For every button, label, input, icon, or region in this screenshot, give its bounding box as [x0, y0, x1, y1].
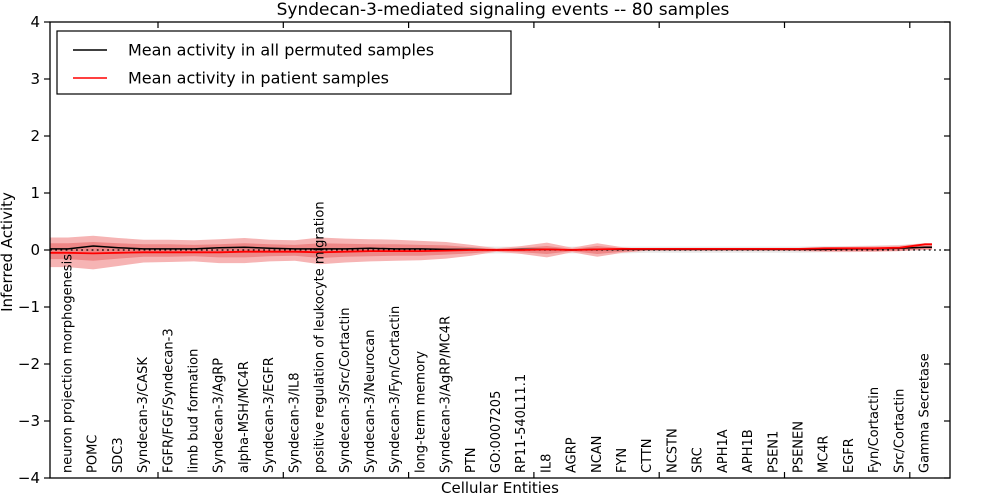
x-tick-label: limb bud formation: [187, 349, 202, 473]
patient-band-inner: [50, 242, 932, 261]
x-tick-label: Syndecan-3/Src/Cortactin: [338, 307, 353, 473]
y-tick-label: 3: [30, 70, 40, 88]
y-tick-label: −3: [18, 412, 40, 430]
legend-label-patient: Mean activity in patient samples: [128, 69, 389, 88]
patient-band-outer: [50, 235, 932, 270]
patient-mean-line: [50, 243, 932, 255]
x-tick-label: Src/Cortactin: [892, 389, 907, 473]
x-tick-label: APH1B: [741, 429, 756, 473]
x-tick-label: Fyn/Cortactin: [867, 387, 882, 473]
x-tick-label: Gamma Secretase: [918, 353, 933, 473]
x-tick-label: AGRP: [565, 437, 580, 473]
y-tick-label: 2: [30, 127, 40, 145]
x-tick-label: Syndecan-3/CASK: [136, 357, 151, 473]
x-tick-label: POMC: [86, 435, 101, 473]
x-tick-label: IL8: [539, 454, 554, 473]
y-tick-label: −2: [18, 355, 40, 373]
legend: Mean activity in all permuted samples Me…: [56, 30, 512, 95]
legend-label-permuted: Mean activity in all permuted samples: [128, 41, 434, 60]
x-tick-label: PSEN1: [766, 431, 781, 473]
y-tick-label: −1: [18, 298, 40, 316]
legend-box: [56, 30, 512, 95]
x-tick-label: Syndecan-3/EGFR: [262, 357, 277, 473]
x-tick-label: neuron projection morphogenesis: [61, 254, 76, 473]
x-tick-label: Syndecan-3/Neurocan: [363, 330, 378, 473]
y-tick-label: 4: [30, 13, 40, 31]
x-tick-label: long-term memory: [413, 351, 428, 473]
tick-layer: [44, 21, 950, 479]
x-tick-label: GO:0007205: [489, 391, 504, 473]
x-tick-label: MC4R: [817, 435, 832, 473]
y-axis-label: Inferred Activity: [0, 192, 16, 312]
x-tick-label: PSENEN: [791, 421, 806, 473]
x-tick-labels: neuron projection morphogenesis POMC SDC3 S…: [61, 201, 933, 473]
x-tick-label: NCSTN: [665, 428, 680, 473]
x-tick-label: positive regulation of leukocyte migrati…: [313, 201, 328, 473]
chart-title: Syndecan-3-mediated signaling events -- …: [277, 0, 730, 20]
x-tick-label: Syndecan-3/AgRP: [212, 358, 227, 473]
x-tick-label: Syndecan-3/Fyn/Cortactin: [388, 306, 403, 473]
x-axis-label: Cellular Entities: [441, 479, 559, 497]
x-tick-label: APH1A: [716, 429, 731, 473]
x-tick-label: alpha-MSH/MC4R: [237, 361, 252, 473]
x-tick-label: SDC3: [111, 437, 126, 473]
x-tick-label: EGFR: [842, 438, 857, 473]
x-tick-label: SRC: [691, 447, 706, 473]
y-tick-label: −4: [18, 469, 40, 487]
x-tick-label: Syndecan-3/IL8: [287, 373, 302, 473]
x-tick-label: Syndecan-3/AgRP/MC4R: [439, 316, 454, 473]
x-tick-label: CTTN: [640, 439, 655, 473]
y-tick-label: 1: [30, 184, 40, 202]
y-tick-label: 0: [30, 241, 40, 259]
x-tick-label: RP11-540L11.1: [514, 374, 529, 473]
series-line-layer: [50, 243, 932, 255]
x-tick-label: PTN: [464, 447, 479, 473]
x-tick-label: NCAN: [590, 436, 605, 473]
x-tick-label: FYN: [615, 448, 630, 473]
y-tick-labels: 4 3 2 1 0 −1 −2 −3 −4: [18, 13, 40, 487]
x-tick-label: FGFR/FGF/Syndecan-3: [161, 328, 176, 473]
